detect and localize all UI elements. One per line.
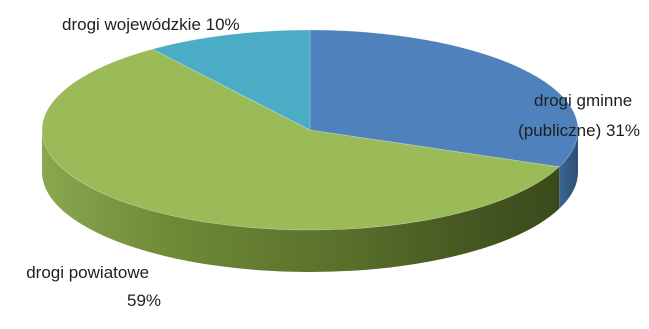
- slice-label-powiatowe-line-2: 59%: [127, 291, 161, 310]
- slice-label-gminne: drogi gminne (publiczne) 31%: [518, 91, 640, 140]
- slice-label-gminne-line-1: drogi gminne: [534, 91, 632, 110]
- pie-side-1: [42, 130, 560, 272]
- pie-sides: [42, 130, 578, 272]
- slice-label-powiatowe-line-1: drogi powiatowe: [26, 263, 149, 282]
- pie-side-0: [559, 130, 578, 209]
- pie-slice-0: [309, 29, 579, 168]
- slice-label-wojewodzkie: drogi wojewódzkie 10%: [62, 15, 240, 34]
- slice-label-gminne-line-2: (publiczne) 31%: [518, 121, 640, 140]
- pie-slice-1: [41, 48, 560, 231]
- pie-slice-2: [151, 29, 311, 131]
- slice-label-wojewodzkie-line-1: drogi wojewódzkie 10%: [62, 15, 240, 34]
- pie-slices: [41, 29, 579, 231]
- slice-label-powiatowe: drogi powiatowe 59%: [26, 263, 161, 310]
